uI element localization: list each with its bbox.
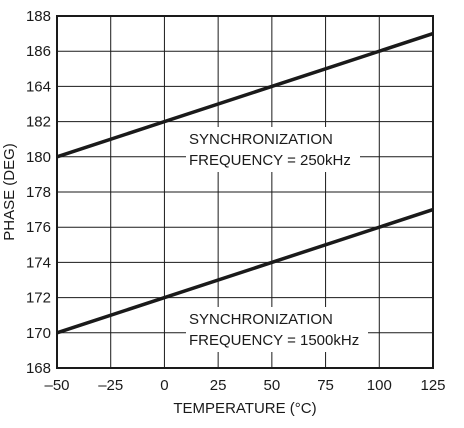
y-tick-label: 188	[26, 8, 51, 25]
y-tick-label: 176	[26, 219, 51, 236]
annotation-line: SYNCHRONIZATION	[189, 311, 333, 328]
series-line-1	[56, 31, 434, 159]
x-tick-labels: –50 –25 0 25 50 75 100 125	[44, 377, 445, 394]
y-tick-label: 186	[26, 43, 51, 60]
annotation-line: FREQUENCY = 250kHz	[189, 152, 351, 169]
y-tick-label: 178	[26, 184, 51, 201]
annotation-background	[186, 127, 360, 172]
y-tick-label: 172	[26, 290, 51, 307]
y-tick-label: 170	[26, 325, 51, 342]
plot-frame	[56, 15, 434, 369]
x-tick-label: 50	[264, 377, 281, 394]
grid	[57, 16, 433, 368]
x-tick-label: 25	[210, 377, 227, 394]
annotation-line: FREQUENCY = 1500kHz	[189, 332, 359, 349]
series-line-2	[56, 207, 434, 335]
x-tick-label: 125	[420, 377, 445, 394]
y-tick-labels: 168 170 172 174 176 178 180 182 164 186 188	[26, 8, 51, 377]
series-lines	[56, 31, 434, 335]
y-tick-label: 182	[26, 114, 51, 131]
x-tick-label: 75	[317, 377, 334, 394]
y-tick-label: 180	[26, 149, 51, 166]
x-tick-label: –50	[44, 377, 69, 394]
x-tick-label: 100	[367, 377, 392, 394]
y-tick-label: 168	[26, 360, 51, 377]
y-tick-label: 174	[26, 254, 51, 271]
x-tick-label: 0	[160, 377, 168, 394]
annotation-line: SYNCHRONIZATION	[189, 131, 333, 148]
annotations: SYNCHRONIZATION FREQUENCY = 250kHz SYNCHRO…	[186, 127, 368, 352]
y-axis-label: PHASE (DEG)	[1, 143, 18, 241]
y-tick-label: 164	[26, 78, 51, 95]
x-axis-label: TEMPERATURE (°C)	[173, 400, 316, 417]
annotation-background	[186, 307, 368, 352]
x-tick-label: –25	[98, 377, 123, 394]
